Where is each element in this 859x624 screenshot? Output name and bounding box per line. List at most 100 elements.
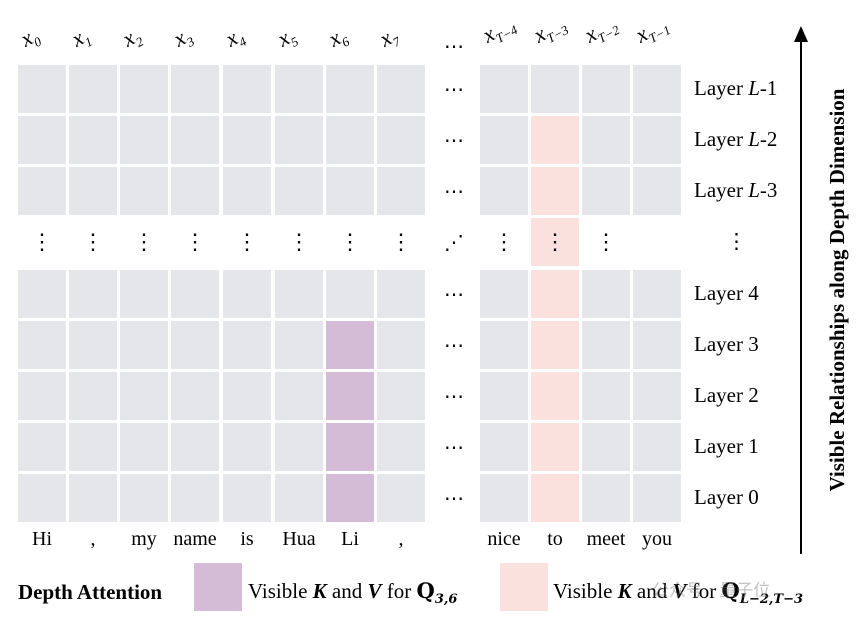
vertical-ellipsis: ⋮ (31, 229, 53, 254)
grid-cell-highlight-pink (531, 321, 579, 369)
watermark: 公众号 · 量子位 (652, 581, 771, 601)
grid-cell (223, 321, 271, 369)
grid-cell (377, 474, 425, 522)
vertical-ellipsis: ⋮ (184, 229, 206, 254)
horizontal-ellipsis: ⋯ (444, 437, 464, 459)
legend-swatch-pink (500, 563, 548, 611)
grid-cell (18, 116, 66, 164)
grid-cell (582, 474, 630, 522)
token-label: is (240, 528, 254, 550)
grid-cell (171, 321, 219, 369)
grid-cell (120, 372, 168, 420)
horizontal-ellipsis: ⋯ (444, 79, 464, 101)
grid-cell (69, 167, 117, 215)
horizontal-ellipsis: ⋯ (444, 284, 464, 306)
depth-axis-label: Visible Relationships along Depth Dimens… (825, 88, 849, 492)
grid-cell (377, 116, 425, 164)
diagonal-ellipsis: ⋰ (444, 232, 464, 254)
grid-cell (171, 270, 219, 318)
grid-cell (633, 116, 681, 164)
column-header: x4 (221, 24, 249, 52)
grid-cell (223, 474, 271, 522)
horizontal-ellipsis: ⋯ (444, 181, 464, 203)
row-label: Layer L-1 (694, 76, 778, 100)
grid-cell (171, 65, 219, 113)
grid-cell (18, 372, 66, 420)
grid-cell (18, 423, 66, 471)
horizontal-ellipsis: ⋯ (444, 335, 464, 357)
token-label: to (547, 528, 563, 550)
grid-cell-highlight-pink (531, 218, 579, 266)
grid-cell (582, 423, 630, 471)
grid-cell (18, 167, 66, 215)
horizontal-ellipsis: ⋯ (444, 386, 464, 408)
grid-cell-highlight-purple (326, 321, 374, 369)
grid-cell (120, 423, 168, 471)
grid-cell (275, 321, 323, 369)
grid-cell (120, 270, 168, 318)
row-label: Layer 3 (694, 332, 759, 356)
row-label: Layer 1 (694, 434, 759, 458)
grid-cell (275, 474, 323, 522)
grid-cell (633, 474, 681, 522)
legend-swatch-purple (194, 563, 242, 611)
grid-cell (377, 65, 425, 113)
grid-cell (480, 116, 528, 164)
grid-cell (377, 423, 425, 471)
grid-cell (69, 116, 117, 164)
grid-cell (120, 321, 168, 369)
grid-cell (633, 270, 681, 318)
token-label: Hua (282, 528, 316, 550)
grid-cell (480, 372, 528, 420)
grid-cell (377, 372, 425, 420)
grid-cell-highlight-pink (531, 270, 579, 318)
grid-cell-highlight-pink (531, 474, 579, 522)
vertical-ellipsis: ⋮ (133, 229, 155, 254)
grid-cell (633, 167, 681, 215)
grid-cell (480, 321, 528, 369)
column-header: x6 (324, 24, 352, 52)
grid-cell (223, 372, 271, 420)
grid-cell (223, 270, 271, 318)
grid-cell (120, 116, 168, 164)
token-label: , (398, 528, 404, 550)
token-label: meet (586, 528, 626, 550)
grid-cell (480, 65, 528, 113)
row-label: Layer 0 (694, 485, 759, 509)
token-label: , (90, 528, 96, 550)
grid-cell (582, 116, 630, 164)
horizontal-ellipsis: ⋯ (444, 488, 464, 510)
grid-cell (531, 65, 579, 113)
grid-cell (275, 372, 323, 420)
grid-cell (69, 321, 117, 369)
grid-cell (69, 65, 117, 113)
grid-cell (326, 65, 374, 113)
grid-cell (326, 270, 374, 318)
grid-cell (633, 65, 681, 113)
row-label: Layer L-2 (694, 127, 778, 151)
grid-cell (480, 474, 528, 522)
grid-cell (275, 270, 323, 318)
token-label: nice (487, 528, 521, 550)
grid-cell (633, 372, 681, 420)
grid-cell-highlight-pink (531, 116, 579, 164)
grid-cell (69, 372, 117, 420)
column-header: xT−3 (529, 20, 572, 48)
token-label: you (642, 528, 672, 550)
token-label: my (131, 528, 157, 550)
grid-cell (18, 270, 66, 318)
grid-cell (120, 65, 168, 113)
grid-cell (582, 321, 630, 369)
grid-cell (582, 167, 630, 215)
column-header: xT−4 (478, 20, 521, 48)
grid-cell (377, 167, 425, 215)
grid-cell (171, 372, 219, 420)
grid-cell (223, 65, 271, 113)
vertical-ellipsis: ⋮ (288, 229, 310, 254)
legend-item-purple: Visible K and V for Q3,6 (248, 578, 458, 608)
grid-cell (69, 270, 117, 318)
legend-title: Depth Attention (18, 580, 163, 604)
grid-cell (582, 372, 630, 420)
grid-cell (582, 270, 630, 318)
